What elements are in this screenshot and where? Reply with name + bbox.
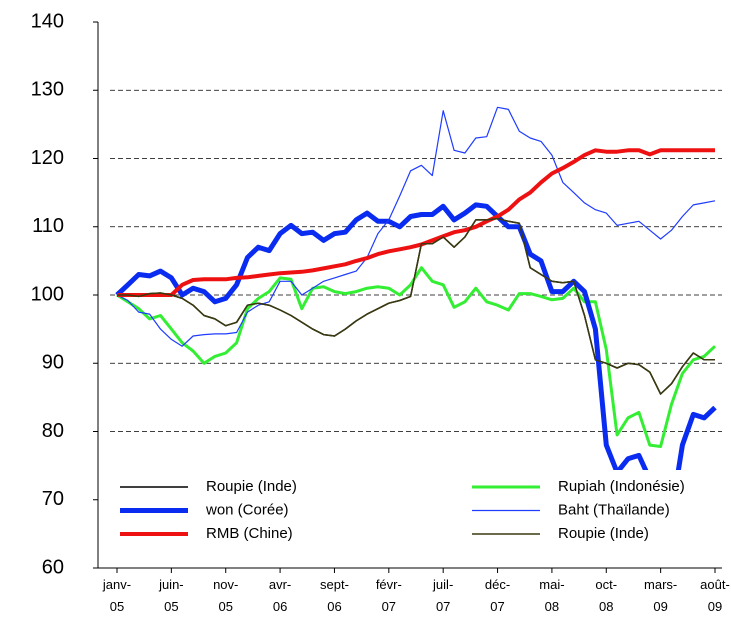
x-tick-label: oct-08 (595, 577, 618, 614)
x-tick-label: août-09 (700, 577, 730, 614)
series-line (117, 217, 715, 395)
series-line (117, 148, 715, 297)
x-tick-label: janv-05 (102, 577, 132, 614)
y-tick-label: 80 (42, 420, 64, 442)
y-tick-label: 90 (42, 352, 64, 374)
legend-label: won (Corée) (205, 501, 289, 518)
series-line (116, 106, 716, 347)
x-tick-label: nov-05 (213, 577, 239, 614)
y-tick-label: 120 (31, 147, 64, 169)
series-line (115, 202, 717, 516)
legend-label: Rupiah (Indonésie) (558, 478, 685, 495)
y-tick-label: 60 (42, 556, 64, 578)
legend-label: Roupie (Inde) (206, 478, 297, 495)
x-tick-label: juil-07 (433, 577, 454, 614)
legend-label: RMB (Chine) (206, 525, 293, 542)
x-tick-label: juin-05 (159, 577, 184, 614)
x-tick-label: avr-06 (268, 577, 292, 614)
y-tick-label: 70 (42, 488, 64, 510)
y-tick-label: 110 (32, 215, 64, 237)
x-tick-label: févr-07 (375, 577, 402, 614)
x-tick-label: mars-09 (644, 577, 678, 614)
series-line (116, 266, 717, 448)
x-tick-label: déc-07 (484, 577, 511, 614)
y-tick-label: 130 (31, 79, 64, 101)
x-tick-label: mai-08 (539, 577, 565, 614)
legend-label: Baht (Thaïlande) (558, 501, 670, 518)
legend-box (110, 470, 722, 556)
y-tick-label: 100 (31, 283, 64, 305)
y-tick-label: 140 (31, 10, 64, 32)
x-tick-label: sept-06 (320, 577, 349, 614)
legend-label: Roupie (Inde) (558, 525, 649, 542)
